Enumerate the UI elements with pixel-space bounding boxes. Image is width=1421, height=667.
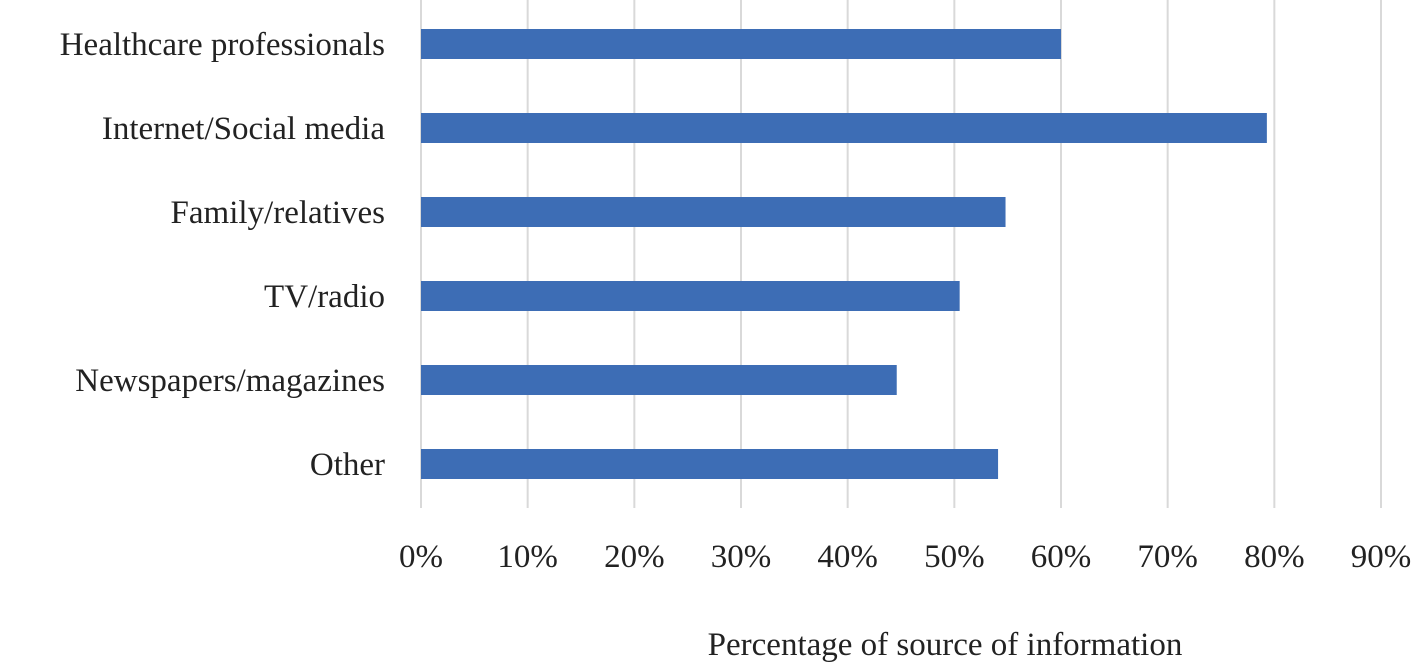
bar (421, 113, 1267, 143)
category-label: Family/relatives (171, 195, 385, 231)
category-label: Other (310, 447, 385, 483)
gridlines (420, 0, 1382, 508)
bar (421, 281, 960, 311)
bar (421, 197, 1006, 227)
x-axis-title: Percentage of source of information (708, 627, 1183, 663)
bar (421, 29, 1061, 59)
x-tick-label: 10% (497, 539, 558, 575)
bar (421, 449, 999, 479)
category-label: Healthcare professionals (60, 27, 385, 63)
x-tick-labels: 0% 10% 20% 30% 40% 50% 60% 70% 80% 90% (399, 539, 1411, 575)
x-tick-label: 60% (1031, 539, 1092, 575)
x-tick-label: 80% (1244, 539, 1305, 575)
category-labels: Healthcare professionals Internet/Social … (60, 27, 386, 483)
x-tick-label: 90% (1351, 539, 1412, 575)
bar (421, 365, 897, 395)
x-tick-label: 0% (399, 539, 443, 575)
x-tick-label: 30% (711, 539, 772, 575)
x-tick-label: 40% (817, 539, 878, 575)
x-tick-label: 20% (604, 539, 665, 575)
category-label: Internet/Social media (102, 111, 385, 147)
x-tick-label: 50% (924, 539, 985, 575)
category-label: TV/radio (264, 279, 385, 315)
category-label: Newspapers/magazines (75, 363, 385, 399)
bars (421, 29, 1267, 479)
x-tick-label: 70% (1137, 539, 1198, 575)
